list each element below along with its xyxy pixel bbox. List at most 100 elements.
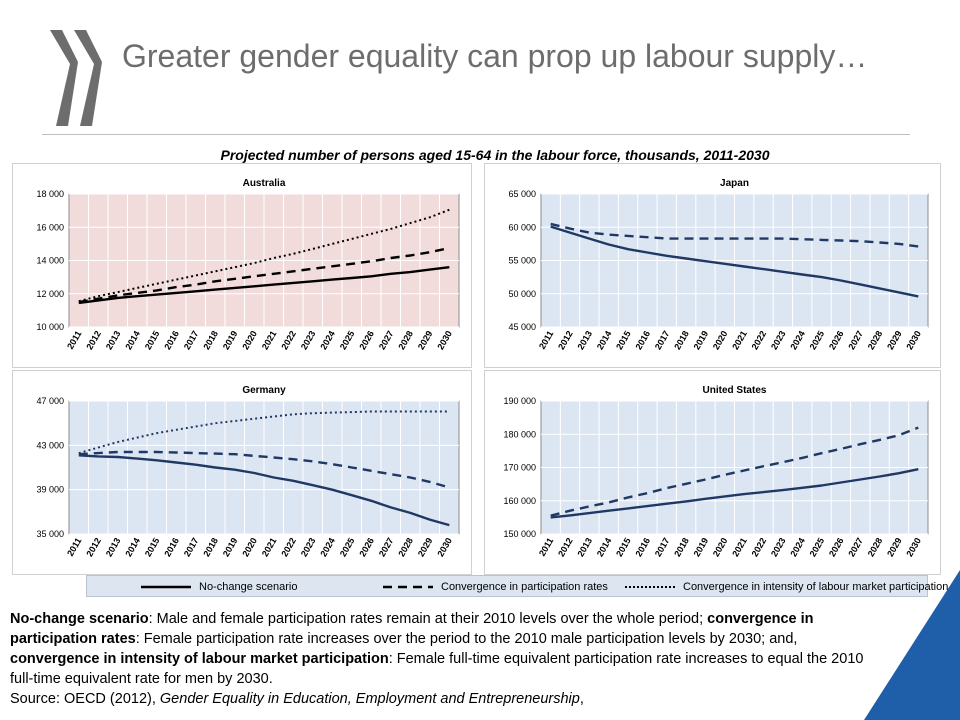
x-tick-label: 2020: [240, 536, 259, 558]
x-tick-label: 2029: [416, 536, 435, 558]
series-line-solid: [550, 225, 919, 298]
x-tick-label: 2019: [221, 329, 240, 351]
x-tick-label: 2025: [338, 329, 357, 351]
x-tick-label: 2014: [595, 329, 614, 351]
x-tick-label: 2018: [672, 329, 691, 351]
x-tick-label: 2023: [769, 536, 788, 558]
x-tick-label: 2022: [279, 329, 298, 351]
y-tick-label: 55 000: [508, 256, 536, 266]
x-tick-label: 2014: [595, 536, 614, 558]
legend-label-convergence-intensity: Convergence in intensity of labour marke…: [683, 581, 949, 593]
x-tick-label: 2024: [318, 536, 337, 558]
chart-title: Germany: [242, 385, 286, 396]
x-tick-label: 2021: [730, 536, 749, 558]
x-tick-label: 2022: [279, 536, 298, 558]
footnote-text: No-change scenario: Male and female part…: [10, 609, 890, 709]
x-tick-label: 2018: [672, 536, 691, 558]
x-tick-label: 2018: [201, 329, 220, 351]
x-tick-label: 2014: [123, 329, 142, 351]
note-text-intensity: : Female full-time equivalent participat…: [10, 651, 864, 687]
x-tick-label: 2028: [866, 536, 885, 558]
source-prefix: Source: OECD (2012),: [10, 691, 160, 707]
x-tick-label: 2024: [318, 329, 337, 351]
series-line-dashed: [550, 426, 919, 517]
x-tick-label: 2013: [104, 536, 123, 558]
series-line-dashed: [78, 246, 450, 304]
chart-panel-australia: 10 000 12 000 14 000 16 000 18 000 2011 2012 20…: [12, 163, 472, 368]
x-tick-label: 2019: [692, 536, 711, 558]
chart-title: Australia: [243, 178, 286, 189]
x-tick-label: 2016: [633, 536, 652, 558]
note-term-intensity: convergence in intensity of labour marke…: [10, 651, 389, 667]
x-tick-label: 2022: [750, 329, 769, 351]
x-tick-label: 2020: [711, 329, 730, 351]
series-line-solid: [550, 468, 919, 519]
x-tick-label: 2017: [653, 329, 672, 351]
x-tick-label: 2019: [221, 536, 240, 558]
x-tick-label: 2016: [162, 329, 181, 351]
x-tick-label: 2029: [885, 329, 904, 351]
y-tick-label: 16 000: [36, 222, 64, 232]
chart-germany: 35 000 39 000 43 000 47 000 2011 2012 2013 2014…: [36, 385, 460, 558]
slide-title: Greater gender equality can prop up labo…: [122, 38, 868, 74]
series-line-dashed: [78, 450, 450, 489]
series-line-dotted: [78, 208, 450, 303]
x-tick-label: 2021: [260, 329, 279, 351]
x-tick-label: 2024: [788, 329, 807, 351]
y-tick-label: 47 000: [36, 396, 64, 406]
x-tick-label: 2025: [808, 329, 827, 351]
y-tick-label: 150 000: [503, 529, 536, 539]
x-tick-label: 2015: [614, 536, 633, 558]
legend-solid-line-icon: [141, 585, 191, 589]
x-tick-label: 2018: [201, 536, 220, 558]
x-tick-label: 2023: [299, 329, 318, 351]
x-tick-label: 2021: [730, 329, 749, 351]
x-tick-label: 2028: [866, 329, 885, 351]
source-title: Gender Equality in Education, Employment…: [159, 691, 580, 707]
figure-title: Projected number of persons aged 15-64 i…: [220, 147, 770, 163]
y-tick-label: 45 000: [508, 322, 536, 332]
x-tick-label: 2017: [182, 536, 201, 558]
x-tick-label: 2015: [143, 536, 162, 558]
x-tick-label: 2013: [575, 536, 594, 558]
legend-label-no-change: No-change scenario: [199, 581, 298, 593]
x-tick-label: 2028: [396, 329, 415, 351]
series-line-solid: [78, 266, 450, 305]
x-tick-label: 2020: [711, 536, 730, 558]
x-tick-label: 2026: [827, 329, 846, 351]
chart-panel-united-states: 150 000 160 000 170 000 180 000 190 000 2011 2…: [484, 370, 941, 575]
x-tick-label: 2029: [885, 536, 904, 558]
x-tick-label: 2016: [162, 536, 181, 558]
x-tick-label: 2011: [537, 536, 555, 558]
chart-panel-germany: 35 000 39 000 43 000 47 000 2011 2012 2013 2014…: [12, 370, 472, 575]
y-tick-label: 14 000: [36, 256, 64, 266]
x-tick-label: 2024: [788, 536, 807, 558]
oecd-chevron-logo-icon: [50, 30, 102, 126]
y-tick-label: 35 000: [36, 529, 64, 539]
x-tick-label: 2017: [653, 536, 672, 558]
x-tick-label: 2013: [575, 329, 594, 351]
y-tick-label: 160 000: [503, 496, 536, 506]
y-tick-label: 65 000: [508, 189, 536, 199]
x-tick-label: 2023: [769, 329, 788, 351]
y-tick-label: 190 000: [503, 396, 536, 406]
x-tick-label: 2013: [104, 329, 123, 351]
y-tick-label: 12 000: [36, 289, 64, 299]
x-tick-label: 2022: [750, 536, 769, 558]
x-tick-label: 2027: [377, 536, 396, 558]
x-tick-label: 2030: [435, 536, 454, 558]
series-line-dashed: [550, 222, 919, 248]
note-term-no-change: No-change scenario: [10, 611, 149, 627]
x-tick-label: 2025: [808, 536, 827, 558]
x-tick-label: 2020: [240, 329, 259, 351]
note-text-rates: : Female participation rate increases ov…: [135, 631, 798, 647]
x-tick-label: 2030: [435, 329, 454, 351]
chart-title: United States: [703, 385, 767, 396]
x-tick-label: 2026: [827, 536, 846, 558]
x-tick-label: 2028: [396, 536, 415, 558]
y-tick-label: 50 000: [508, 289, 536, 299]
x-tick-label: 2012: [556, 536, 575, 558]
y-tick-label: 10 000: [36, 322, 64, 332]
y-tick-label: 39 000: [36, 485, 64, 495]
